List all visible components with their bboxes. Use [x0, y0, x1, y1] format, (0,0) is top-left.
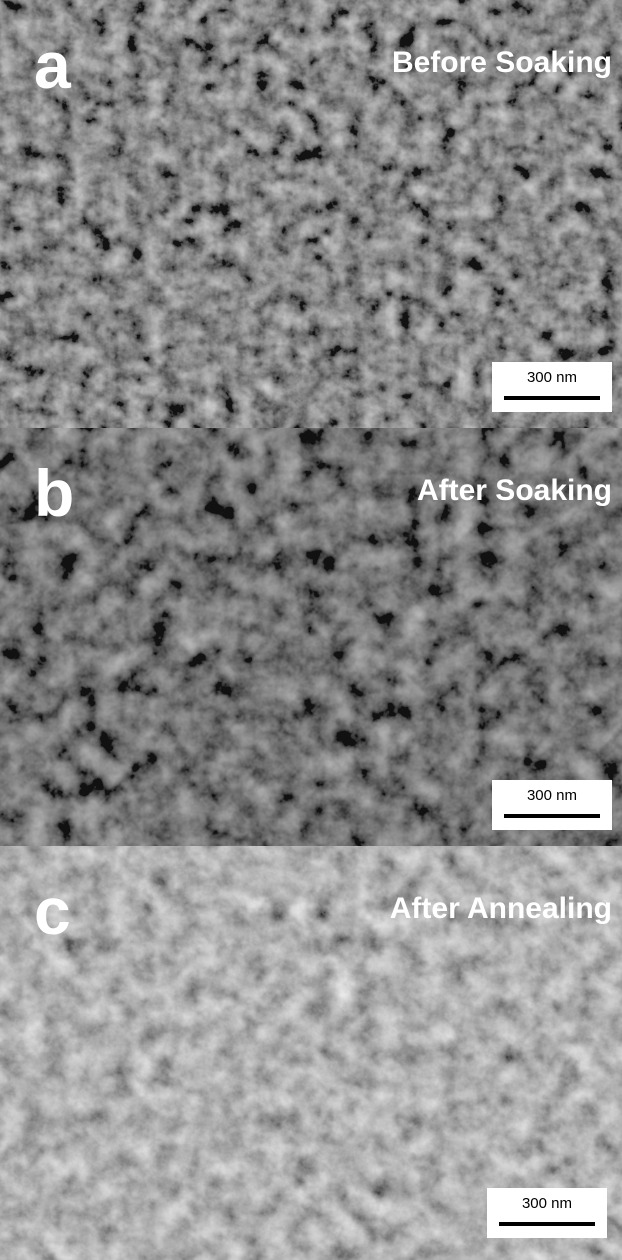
sem-panel: b After Soaking 300 nm	[0, 428, 622, 846]
scale-bar-label: 300 nm	[527, 369, 577, 386]
sem-panel: c After Annealing 300 nm	[0, 846, 622, 1260]
scale-bar	[504, 814, 600, 818]
scale-bar-box	[492, 362, 612, 412]
panel-label: a	[34, 28, 72, 102]
scale-bar	[504, 396, 600, 400]
scale-bar-box	[492, 780, 612, 830]
panel-label: b	[34, 456, 74, 530]
sem-texture	[0, 428, 622, 846]
panel-label: c	[34, 874, 71, 948]
sem-texture	[0, 0, 622, 428]
sem-panel: a Before Soaking 300 nm	[0, 0, 622, 428]
panel-title: Before Soaking	[392, 46, 612, 79]
panel-title: After Soaking	[417, 474, 612, 507]
scale-bar-label: 300 nm	[527, 787, 577, 804]
scale-bar-box	[487, 1188, 607, 1238]
scale-bar	[499, 1222, 595, 1226]
panel-title: After Annealing	[390, 892, 612, 925]
scale-bar-label: 300 nm	[522, 1195, 572, 1212]
